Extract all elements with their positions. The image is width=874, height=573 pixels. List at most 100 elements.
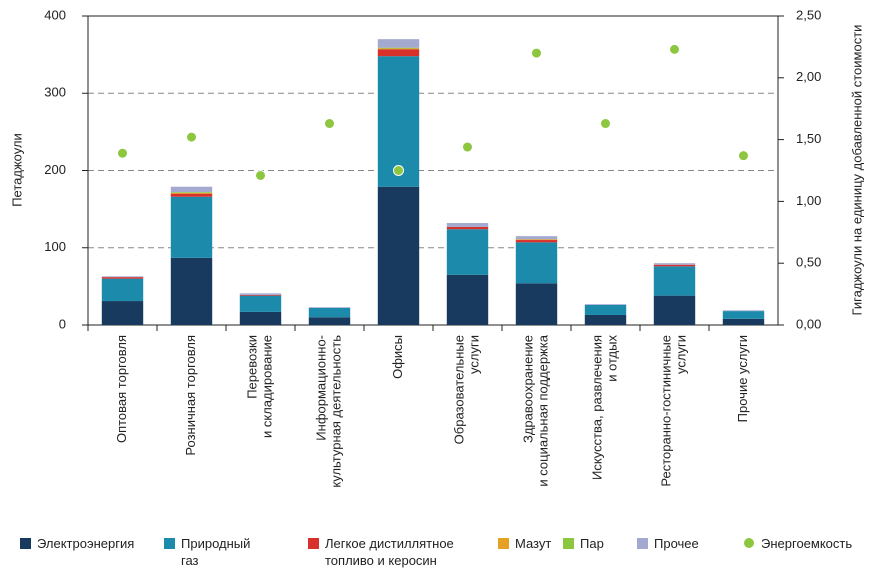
x-tick-label: Перевозки: [244, 335, 259, 399]
bar-segment: [308, 307, 351, 309]
bar-segment: [653, 263, 696, 265]
y-axis-label: Петаджоули: [9, 133, 24, 207]
x-tick-label: Информационно-: [313, 335, 328, 441]
x-tick-label: Искусства, развлечения: [589, 335, 604, 480]
y2-tick-label: 1,50: [796, 131, 821, 146]
legend-label: Энергоемкость: [761, 536, 853, 551]
x-tick-label: услуги: [673, 335, 688, 374]
legend-swatch: [637, 538, 648, 549]
point: [324, 118, 335, 130]
x-tick-label: и складирование: [259, 335, 274, 438]
point: [186, 131, 197, 143]
bar-segment: [446, 274, 489, 325]
bar-segment: [515, 239, 558, 241]
bar-segment: [377, 49, 420, 57]
bar-segment: [377, 47, 420, 49]
x-tick-label: культурная деятельность: [328, 335, 343, 488]
point: [255, 169, 266, 181]
bar-segment: [584, 304, 627, 305]
y-tick-label: 200: [44, 162, 66, 177]
bar-segment: [722, 310, 765, 312]
bar-segment: [377, 48, 420, 50]
x-tick-label: Здравоохранение: [520, 335, 535, 443]
legend-swatch: [20, 538, 31, 549]
legend-item: Пар: [563, 535, 623, 552]
legend-label: Прочее: [654, 536, 699, 551]
x-tick-label: и социальная поддержка: [535, 334, 550, 486]
bar-segment: [515, 240, 558, 243]
point: [462, 141, 473, 153]
x-tick-label: услуги: [466, 335, 481, 374]
legend-item: Прочее: [637, 535, 727, 552]
bar-segment: [308, 317, 351, 325]
bar-segment: [239, 295, 282, 312]
bar-segment: [239, 311, 282, 325]
y2-tick-label: 0,50: [796, 255, 821, 270]
bar-segment: [377, 39, 420, 48]
y2-tick-label: 1,00: [796, 193, 821, 208]
legend-item: Мазут: [498, 535, 558, 552]
legend-swatch: [164, 538, 175, 549]
legend-swatch: [308, 538, 319, 549]
bar-segment: [584, 314, 627, 325]
bar-segment: [446, 226, 489, 230]
x-tick-label: Образовательные: [451, 335, 466, 444]
bar-segment: [239, 294, 282, 296]
y2-tick-label: 2,50: [796, 7, 821, 22]
bar-segment: [515, 283, 558, 325]
bar-segment: [446, 229, 489, 275]
bar-segment: [170, 192, 213, 193]
legend-swatch: [498, 538, 509, 549]
bar-segment: [308, 308, 351, 318]
bar-segment: [722, 318, 765, 325]
y-tick-label: 300: [44, 85, 66, 100]
legend-label: Легкое дистиллятное топливо и керосин: [325, 536, 454, 568]
x-tick-label: Оптовая торговля: [114, 335, 129, 443]
bar-segment: [170, 193, 213, 197]
bar-segment: [170, 186, 213, 193]
y-tick-label: 400: [44, 7, 66, 22]
bar-segment: [653, 264, 696, 267]
bar-segment: [101, 277, 144, 279]
bar-segment: [515, 242, 558, 284]
legend-swatch: [563, 538, 574, 549]
bar-segment: [515, 236, 558, 240]
x-tick-label: Розничная торговля: [183, 335, 198, 456]
legend-swatch: [744, 538, 754, 548]
bar-segment: [170, 192, 213, 194]
y2-axis-label: Гигаджоули на единицу добавленной стоимо…: [849, 25, 864, 316]
legend-item: Природный газ: [164, 535, 250, 569]
bar-segment: [446, 223, 489, 227]
legend-item: Электроэнергия: [20, 535, 160, 552]
y2-tick-label: 2,00: [796, 69, 821, 84]
bar-segment: [101, 278, 144, 302]
x-tick-label: и отдых: [604, 335, 619, 382]
point: [393, 165, 404, 176]
legend-label: Пар: [580, 536, 604, 551]
legend-item: Энергоемкость: [744, 535, 874, 552]
legend-label: Природный газ: [181, 536, 251, 568]
y-tick-label: 100: [44, 239, 66, 254]
legend-item: Легкое дистиллятное топливо и керосин: [308, 535, 468, 569]
point: [738, 150, 749, 162]
bar-segment: [101, 301, 144, 325]
x-tick-label: Офисы: [390, 335, 405, 379]
bar-segment: [377, 56, 420, 187]
point: [117, 147, 128, 159]
legend-label: Мазут: [515, 536, 552, 551]
x-tick-label: Прочие услуги: [735, 335, 750, 422]
point: [669, 43, 680, 55]
point: [531, 47, 542, 59]
bar-segment: [101, 276, 144, 278]
y-tick-label: 0: [59, 316, 66, 331]
y2-tick-label: 0,00: [796, 316, 821, 331]
bar-segment: [170, 257, 213, 325]
bar-segment: [722, 311, 765, 319]
bar-segment: [653, 266, 696, 296]
bar-segment: [584, 304, 627, 315]
legend-label: Электроэнергия: [37, 536, 135, 551]
bar-segment: [170, 196, 213, 258]
bar-segment: [239, 293, 282, 295]
x-tick-label: Ресторанно-гостиничные: [658, 335, 673, 487]
